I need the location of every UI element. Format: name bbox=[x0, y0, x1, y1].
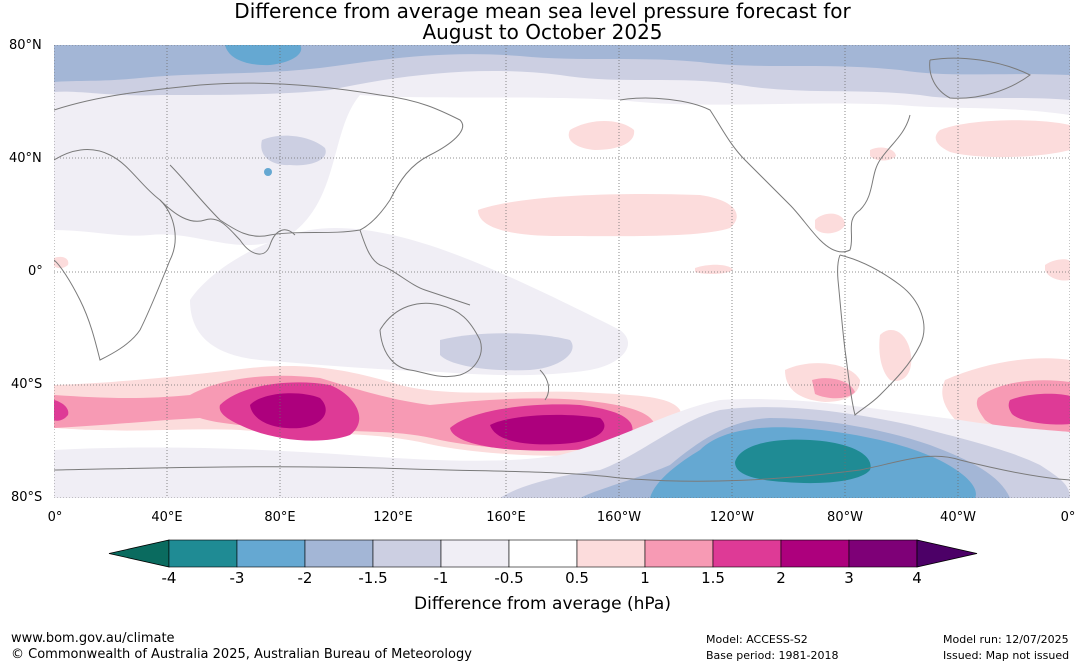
lon-label-0-left: 0° bbox=[47, 510, 63, 525]
anomaly-pos-west-africa bbox=[54, 256, 69, 269]
colorbar-label: -3 bbox=[229, 569, 245, 587]
anomaly-pos-atlantic-1p5 bbox=[1008, 393, 1070, 425]
coast-africa-europe bbox=[54, 149, 176, 361]
coast-australia bbox=[379, 302, 482, 378]
colorbar-label: 0.5 bbox=[565, 569, 589, 587]
colorbar-swatch bbox=[644, 539, 714, 568]
colorbar-label: 4 bbox=[912, 569, 922, 587]
map-title-line1: Difference from average mean sea level p… bbox=[234, 0, 851, 23]
footer-copyright: © Commonwealth of Australia 2025, Austra… bbox=[11, 647, 472, 662]
anomaly-pos-south-2b bbox=[490, 414, 605, 445]
coast-se-asia bbox=[359, 229, 471, 306]
colorbar-swatch bbox=[440, 539, 510, 568]
anomaly-pos-atlantic-eq bbox=[1045, 259, 1070, 281]
anomaly-neg-mid-pacific bbox=[54, 455, 110, 470]
colorbar-swatch bbox=[372, 539, 442, 568]
map-plot-area bbox=[54, 45, 1070, 498]
lon-label-160w: 160°W bbox=[596, 510, 642, 525]
lon-label-40w: 40°W bbox=[940, 510, 976, 525]
colorbar-swatch bbox=[848, 539, 918, 568]
colorbar-label: 2 bbox=[776, 569, 786, 587]
anomaly-neg-north-3 bbox=[225, 45, 302, 66]
anomaly-pos-left-edge bbox=[54, 400, 69, 421]
map-title-line2: August to October 2025 bbox=[422, 20, 663, 44]
coast-antarctica bbox=[54, 455, 1070, 482]
coast-arabia-india bbox=[159, 199, 296, 255]
anomaly-pos-south-2 bbox=[250, 393, 326, 429]
graticule bbox=[54, 45, 1070, 498]
lon-label-80e: 80°E bbox=[264, 510, 296, 525]
colorbar-swatch bbox=[780, 539, 850, 568]
colorbar-label: -2 bbox=[297, 569, 313, 587]
anomaly-pos-east-us bbox=[870, 147, 896, 161]
lat-label-0: 0° bbox=[28, 264, 43, 279]
colorbar-swatch bbox=[508, 539, 578, 568]
anomaly-pos-chile-1 bbox=[812, 378, 855, 399]
anomaly-pos-north-pacific bbox=[568, 121, 635, 150]
colorbar-swatch bbox=[712, 539, 782, 568]
anomaly-neg-south-4 bbox=[735, 439, 871, 484]
lat-label-40n: 40°N bbox=[9, 151, 42, 166]
colorbar-title: Difference from average (hPa) bbox=[414, 594, 671, 614]
colorbar-label: -1 bbox=[433, 569, 449, 587]
coast-south-america bbox=[837, 254, 925, 416]
coastlines bbox=[54, 57, 1070, 482]
colorbar-swatch bbox=[304, 539, 374, 568]
lat-label-40s: 40°S bbox=[11, 377, 43, 392]
colorbar-label: 3 bbox=[844, 569, 854, 587]
lon-label-160e: 160°E bbox=[486, 510, 526, 525]
footer-model: Model: ACCESS-S2 bbox=[706, 633, 808, 646]
colorbar-extend-low bbox=[108, 539, 170, 568]
footer-base-period: Base period: 1981-2018 bbox=[706, 649, 839, 662]
coast-north-america bbox=[619, 97, 911, 253]
lon-label-40e: 40°E bbox=[151, 510, 183, 525]
lon-label-120e: 120°E bbox=[373, 510, 413, 525]
colorbar-swatch bbox=[576, 539, 646, 568]
anomaly-pos-north-atlantic bbox=[935, 120, 1070, 158]
lon-label-0-right: 0° bbox=[1060, 510, 1076, 525]
anomaly-pos-argentina bbox=[879, 330, 912, 381]
lon-label-120w: 120°W bbox=[709, 510, 755, 525]
footer-url: www.bom.gov.au/climate bbox=[11, 631, 175, 646]
colorbar-label: -1.5 bbox=[358, 569, 388, 587]
coast-greenland bbox=[929, 57, 1031, 99]
anomaly-pos-subtropical-pacific bbox=[478, 193, 737, 237]
colorbar bbox=[108, 539, 978, 568]
anomaly-neg-north-2 bbox=[54, 45, 1070, 82]
coast-new-zealand bbox=[539, 369, 550, 401]
anomaly-neg-north-band bbox=[54, 45, 1070, 246]
colorbar-extend-high bbox=[916, 539, 978, 568]
anomaly-pos-gulf bbox=[815, 213, 845, 234]
colorbar-swatch bbox=[236, 539, 306, 568]
footer-model-run: Model run: 12/07/2025 bbox=[943, 633, 1069, 646]
colorbar-swatch bbox=[168, 539, 238, 568]
lat-label-80s: 80°S bbox=[11, 490, 43, 505]
colorbar-label: 1.5 bbox=[701, 569, 725, 587]
colorbar-label: 1 bbox=[640, 569, 650, 587]
colorbar-label: -4 bbox=[161, 569, 177, 587]
lat-label-80n: 80°N bbox=[9, 38, 42, 53]
footer-issued: Issued: Map not issued bbox=[943, 649, 1070, 662]
coast-europe-asia bbox=[54, 82, 463, 237]
colorbar-label: -0.5 bbox=[494, 569, 524, 587]
lon-label-80w: 80°W bbox=[827, 510, 863, 525]
